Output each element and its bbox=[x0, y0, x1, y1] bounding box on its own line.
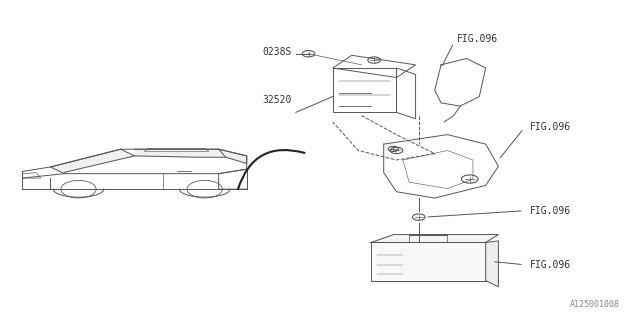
Text: 0238S: 0238S bbox=[262, 47, 291, 57]
Polygon shape bbox=[371, 243, 486, 281]
Text: FIG.096: FIG.096 bbox=[531, 122, 572, 132]
Text: 32520: 32520 bbox=[262, 95, 291, 105]
Polygon shape bbox=[134, 149, 226, 157]
Text: FIG.096: FIG.096 bbox=[531, 206, 572, 216]
Text: FIG.096: FIG.096 bbox=[531, 260, 572, 270]
Text: FIG.096: FIG.096 bbox=[457, 35, 498, 44]
Polygon shape bbox=[486, 241, 499, 287]
Polygon shape bbox=[51, 149, 134, 172]
Text: A125001008: A125001008 bbox=[570, 300, 620, 309]
Polygon shape bbox=[219, 149, 246, 164]
Polygon shape bbox=[371, 235, 499, 243]
